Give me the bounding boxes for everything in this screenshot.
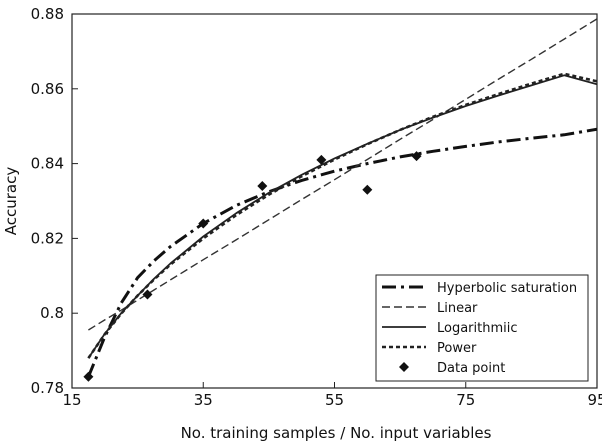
- data-point-marker: [362, 184, 373, 195]
- x-tick-label: 15: [62, 391, 81, 409]
- legend-marker: [399, 362, 409, 372]
- data-point-marker: [198, 218, 209, 229]
- series-line-power: [87, 72, 597, 359]
- y-tick-label: 0.8: [40, 304, 64, 322]
- data-points: [83, 151, 422, 382]
- data-point-marker: [142, 289, 153, 300]
- y-tick-label: 0.86: [31, 80, 64, 98]
- data-point-marker: [83, 371, 94, 382]
- axis-ticks: 15 35 55 75 95 0.78 0.8 0.82 0.84 0.86 0.88: [31, 5, 602, 409]
- y-tick-label: 0.88: [31, 5, 64, 23]
- legend: Hyperbolic saturation Linear Logarithmiic P…: [375, 274, 589, 382]
- legend-entry-label: Linear: [437, 301, 478, 316]
- y-axis-label: Accuracy: [2, 167, 20, 236]
- x-tick-label: 55: [325, 391, 344, 409]
- y-tick-label: 0.84: [31, 155, 64, 173]
- x-tick-label: 95: [587, 391, 602, 409]
- legend-entry-label: Hyperbolic saturation: [437, 281, 577, 296]
- x-tick-label: 35: [194, 391, 213, 409]
- y-tick-label: 0.78: [31, 379, 64, 397]
- data-point-marker: [411, 151, 422, 162]
- series-line-hyperbolic-saturation: [87, 127, 597, 378]
- x-axis-label: No. training samples / No. input variabl…: [181, 424, 492, 442]
- legend-entry-label: Logarithmiic: [437, 321, 518, 336]
- legend-entry-label: Data point: [437, 361, 505, 376]
- data-point-marker: [316, 154, 327, 165]
- series-layer: [87, 18, 597, 378]
- data-point-marker: [257, 181, 268, 192]
- legend-box: [375, 274, 589, 382]
- x-tick-label: 75: [456, 391, 475, 409]
- y-tick-label: 0.82: [31, 229, 64, 247]
- series-line-linear: [88, 18, 597, 331]
- legend-entry-label: Power: [437, 341, 477, 356]
